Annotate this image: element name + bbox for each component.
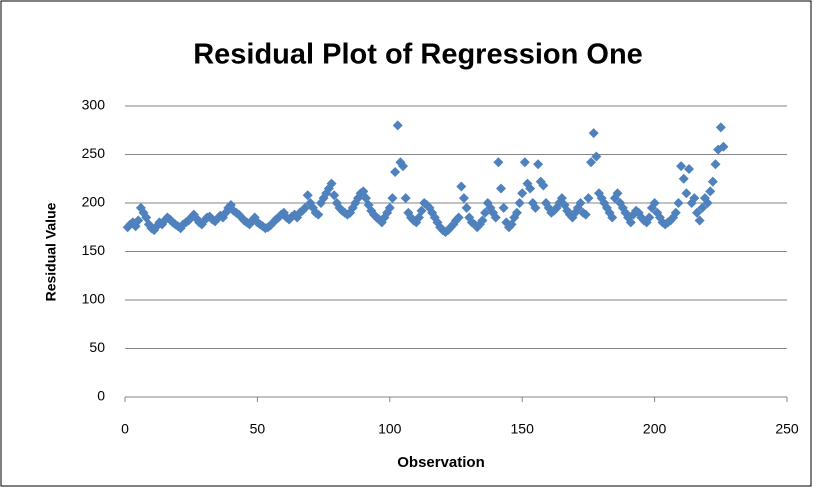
data-point [530,202,541,213]
y-axis-label: Residual Value [43,202,59,301]
data-point [684,164,695,175]
data-point [591,151,602,162]
x-tick-label: 150 [511,421,535,437]
data-point [678,173,689,184]
data-point [710,159,721,170]
x-tick-label: 200 [643,421,667,437]
data-point [670,207,681,218]
data-point [705,186,716,197]
data-point [694,215,705,226]
data-point [525,183,536,194]
data-point [625,217,636,228]
data-point [612,188,623,199]
data-point [490,212,501,223]
data-point [583,193,594,204]
data-point [689,193,700,204]
data-point [496,183,507,194]
x-tick-label: 100 [378,421,402,437]
data-point [329,190,340,201]
data-point [697,202,708,213]
data-point [588,128,599,139]
data-point [676,161,687,172]
data-point [607,212,618,223]
data-point [493,157,504,168]
y-tick-label: 200 [82,194,106,210]
data-point [533,159,544,170]
y-tick-label: 250 [82,145,106,161]
data-point [702,198,713,208]
data-point [387,193,398,204]
data-point [691,207,702,218]
y-tick-label: 300 [82,97,106,113]
data-point [644,212,655,223]
data-point [649,198,660,208]
x-tick-label: 250 [775,421,799,437]
data-point [398,161,409,172]
data-point [400,193,411,204]
data-point [715,122,726,133]
chart-title: Residual Plot of Regression One [193,39,643,71]
data-point [390,166,401,177]
x-tick-label: 50 [250,421,266,437]
data-point [249,212,260,223]
data-point [538,180,549,191]
data-point [514,198,525,208]
data-point [313,209,324,220]
data-point [681,188,692,199]
data-point [326,178,337,189]
x-axis-label: Observation [397,454,485,471]
data-point [416,205,427,216]
data-point [586,157,597,168]
data-point [458,193,469,204]
y-tick-label: 150 [82,242,106,258]
data-point [300,202,311,213]
data-point [480,207,491,218]
y-tick-label: 50 [89,339,105,355]
data-point [718,141,729,152]
data-point [453,212,464,223]
data-point [673,198,684,208]
data-point [503,222,514,233]
data-point [519,157,530,168]
data-point [392,120,403,131]
data-point [517,188,528,199]
data-point [707,176,718,187]
y-tick-label: 100 [82,291,106,307]
data-point [511,207,522,218]
data-point [302,190,313,201]
x-tick-label: 0 [121,421,129,437]
data-point [384,202,395,213]
y-tick-label: 0 [97,388,105,404]
data-point [456,181,467,192]
data-point [580,209,591,220]
data-point [575,198,586,208]
data-point [477,215,488,226]
data-point [133,215,144,226]
data-point [498,202,509,213]
data-point [461,202,472,213]
